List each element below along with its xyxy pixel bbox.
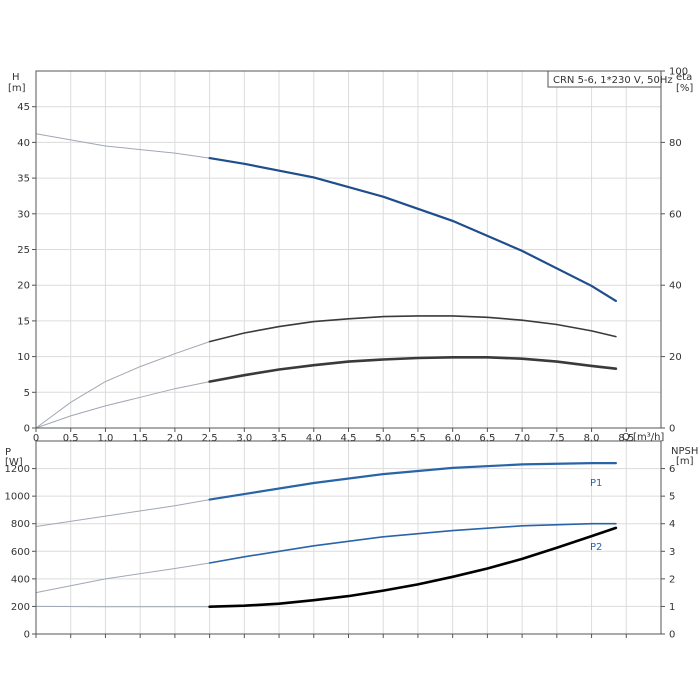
right-y-tick-label: 40	[669, 281, 682, 292]
left-y-tick-label: 35	[17, 174, 30, 185]
x-tick-label: 7.0	[514, 433, 530, 444]
left-y-tick-label: 600	[11, 547, 30, 558]
right-y-tick-label: 2	[669, 574, 675, 585]
x-tick-label: 1.0	[97, 433, 113, 444]
p1-curve-extrapolated	[35, 499, 210, 527]
x-tick-label: 4.5	[341, 433, 357, 444]
bottom-right-axis-unit: [m]	[676, 456, 694, 467]
eta_lower-curve-extrapolated	[35, 381, 210, 429]
x-tick-label: 1.5	[132, 433, 148, 444]
top-right-axis-unit: [%]	[676, 83, 693, 94]
right-y-tick-label: 0	[669, 424, 675, 435]
left-y-tick-label: 20	[17, 281, 30, 292]
right-y-tick-label: 0	[669, 630, 675, 641]
title-box: CRN 5-6, 1*230 V, 50Hz	[547, 70, 673, 88]
right-y-tick-label: 100	[669, 67, 688, 78]
right-y-tick-label: 5	[669, 492, 675, 503]
x-tick-label: 6.5	[479, 433, 495, 444]
x-tick-label: 7.5	[549, 433, 565, 444]
x-tick-label: 0.5	[63, 433, 79, 444]
left-y-tick-label: 15	[17, 316, 30, 327]
left-y-tick-label: 30	[17, 209, 30, 220]
x-tick-label: 0	[33, 433, 39, 444]
x-tick-label: 2.5	[202, 433, 218, 444]
bottom-left-axis-label: P	[5, 447, 11, 458]
eta_upper-curve-extrapolated	[35, 341, 210, 429]
npsh-curve	[208, 526, 618, 608]
x-tick-label: 3.5	[271, 433, 287, 444]
bottom-plot-frame	[35, 440, 662, 635]
axis-layer: 0 0.5 1.0 1.5 2.0 2.5 3.0 3.5 4.0 4.5 5.0 5.5 6.0 6.5…	[5, 67, 689, 641]
x-tick-label: 4.0	[306, 433, 322, 444]
left-y-tick-label: 200	[11, 602, 30, 613]
top-right-axis-label: eta	[676, 72, 692, 83]
left-y-tick-label: 45	[17, 102, 30, 113]
left-y-tick-label: 1000	[5, 492, 30, 503]
left-y-tick-label: 1200	[5, 464, 30, 475]
p2-curve	[208, 522, 617, 564]
top-left-axis-label: H	[12, 72, 20, 83]
x-tick-label: 8.5	[618, 433, 634, 444]
left-y-tick-label: 400	[11, 574, 30, 585]
top-left-axis-unit: [m]	[8, 83, 26, 94]
head-curve	[208, 157, 617, 302]
x-axis-label: Q [m³/h]	[622, 432, 664, 443]
p2-curve-extrapolated	[35, 562, 210, 594]
x-tick-label: 6.0	[445, 433, 461, 444]
bottom-right-axis-label: NPSH	[671, 446, 698, 457]
x-tick-label: 5.5	[410, 433, 426, 444]
right-y-tick-label: 20	[669, 352, 682, 363]
eta_lower-curve	[208, 356, 618, 383]
right-y-tick-label: 3	[669, 547, 675, 558]
grid-layer	[35, 71, 661, 635]
eta_upper-curve	[208, 315, 617, 343]
x-tick-label: 5.0	[375, 433, 391, 444]
right-y-tick-label: 4	[669, 519, 675, 530]
left-y-tick-label: 25	[17, 245, 30, 256]
head-curve-extrapolated	[35, 133, 210, 159]
top-plot-frame	[35, 70, 662, 429]
left-y-tick-label: 5	[24, 388, 30, 399]
left-y-tick-label: 0	[24, 630, 30, 641]
left-y-tick-label: 800	[11, 519, 30, 530]
left-y-tick-label: 0	[24, 424, 30, 435]
left-y-tick-label: 40	[17, 138, 30, 149]
x-tick-label: 8.0	[584, 433, 600, 444]
p2-curve-label: P2	[590, 542, 602, 553]
x-tick-label: 2.0	[167, 433, 183, 444]
bottom-left-axis-unit: [W]	[5, 457, 23, 468]
curve-layer	[35, 133, 618, 608]
p1-curve	[208, 462, 617, 501]
right-y-tick-label: 80	[669, 138, 682, 149]
p1-curve-label: P1	[590, 478, 602, 489]
right-y-tick-label: 60	[669, 209, 682, 220]
chart-title: CRN 5-6, 1*230 V, 50Hz	[553, 75, 673, 86]
right-y-tick-label: 6	[669, 464, 675, 475]
x-tick-label: 3.0	[236, 433, 252, 444]
right-y-tick-label: 1	[669, 602, 675, 613]
left-y-tick-label: 10	[17, 352, 30, 363]
